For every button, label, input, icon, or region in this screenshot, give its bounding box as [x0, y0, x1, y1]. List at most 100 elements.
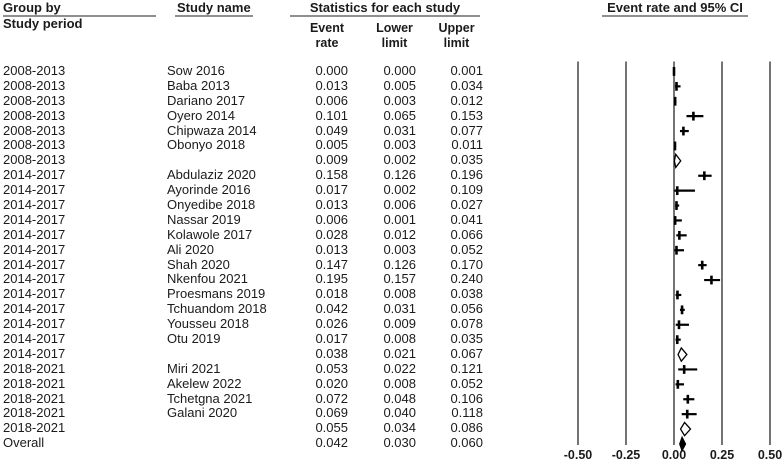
upper-limit-cell: 0.086 [450, 420, 483, 436]
event-rate-cell: 0.009 [315, 152, 348, 168]
group-cell: 2008-2013 [3, 78, 66, 93]
group-cell: 2014-2017 [3, 346, 66, 361]
upper-limit-cell: 0.118 [451, 405, 483, 421]
plot-title-underline [602, 14, 748, 17]
plot-title: Event rate and 95% CI [607, 0, 743, 15]
groupby-underline [3, 14, 156, 17]
subtotal-diamond [679, 421, 692, 437]
upper-limit-cell: 0.060 [450, 435, 483, 451]
study-name-cell: Oyero 2014 [167, 108, 235, 123]
event-rate-cell: 0.069 [315, 405, 348, 421]
table-row: 2008-2013 Dariano 2017 0.006 0.003 0.012 [0, 92, 486, 109]
table-row: 2008-2013 Baba 2013 0.013 0.005 0.034 [0, 77, 486, 94]
table-row: Overall 0.042 0.030 0.060 [0, 435, 486, 451]
table-row: 2014-2017 Abdulaziz 2020 0.158 0.126 0.196 [0, 167, 486, 183]
upper-limit-cell: 0.038 [450, 286, 483, 302]
upper-limit-cell: 0.011 [451, 137, 483, 153]
axis-tick-label: 0.00 [662, 448, 686, 462]
upper-limit-cell: 0.035 [450, 331, 483, 347]
lower-limit-cell: 0.000 [383, 63, 416, 78]
upper-limit-cell: 0.106 [450, 390, 483, 406]
axis-tick-label: -0.50 [564, 448, 593, 462]
group-cell: 2014-2017 [3, 168, 66, 183]
group-cell: 2018-2021 [3, 406, 66, 421]
lower-limit-cell: 0.008 [383, 286, 416, 302]
table-row: 2014-2017 Nkenfou 2021 0.195 0.157 0.240 [0, 272, 486, 287]
table-row: 2008-2013 Oyero 2014 0.101 0.065 0.153 [0, 107, 486, 124]
lower-limit-cell: 0.008 [383, 375, 416, 391]
upper-limit-cell: 0.041 [450, 211, 483, 227]
upper-limit-cell: 0.078 [450, 316, 483, 332]
group-cell: 2014-2017 [3, 183, 66, 198]
event-rate-cell: 0.013 [315, 197, 348, 213]
group-cell: 2018-2021 [3, 376, 66, 391]
statistics-underline [290, 14, 480, 17]
upper-limit-cell: 0.066 [450, 226, 483, 242]
event-rate-cell: 0.049 [315, 122, 348, 138]
lower-limit-cell: 0.126 [383, 256, 416, 272]
upper-limit-cell: 0.240 [450, 271, 483, 287]
table-row: 2014-2017 Ali 2020 0.013 0.003 0.052 [0, 241, 486, 258]
upper-limit-cell: 0.153 [450, 107, 483, 123]
event-rate-cell: 0.026 [315, 316, 348, 332]
event-rate-cell: 0.101 [315, 107, 348, 123]
study-name-cell: Kolawole 2017 [167, 227, 253, 242]
event-rate-cell: 0.013 [315, 77, 348, 93]
study-name-cell: Tchuandom 2018 [167, 302, 267, 317]
study-name-cell: Ali 2020 [167, 242, 214, 257]
event-rate-cell: 0.038 [315, 345, 348, 361]
statistics-header: Statistics for each study [309, 0, 461, 15]
event-rate-cell: 0.017 [315, 182, 348, 198]
overall-diamond [679, 435, 687, 453]
study-name-cell: Akelew 2022 [167, 376, 242, 391]
table-row: 2014-2017 Onyedibe 2018 0.013 0.006 0.027 [0, 197, 486, 213]
group-cell: 2014-2017 [3, 287, 66, 302]
upper-limit-cell: 0.121 [450, 360, 483, 376]
lower-limit-cell: 0.003 [383, 137, 416, 153]
lower-limit-cell: 0.031 [383, 301, 416, 317]
table-row: 2014-2017 Shah 2020 0.147 0.126 0.170 [0, 256, 486, 273]
group-cell: 2008-2013 [3, 108, 66, 123]
group-cell: 2008-2013 [3, 93, 66, 108]
study-name-cell: Sow 2016 [167, 64, 225, 78]
axis-tick-label: -0.25 [612, 448, 641, 462]
group-cell: 2018-2021 [3, 391, 66, 406]
group-cell: 2014-2017 [3, 332, 66, 347]
group-cell: 2008-2013 [3, 153, 66, 168]
axis-tick-label: 0.25 [710, 448, 734, 462]
study-name-cell: Ayorinde 2016 [167, 183, 251, 198]
table-row: 2018-2021 Galani 2020 0.069 0.040 0.118 [0, 406, 486, 421]
group-cell: Overall [3, 436, 45, 451]
event-rate-cell: 0.000 [315, 63, 348, 78]
study-name-cell: Shah 2020 [167, 257, 230, 272]
lower-limit-cell: 0.021 [383, 345, 416, 361]
table-row: 2008-2013 Obonyo 2018 0.005 0.003 0.011 [0, 138, 486, 153]
lower-limit-cell: 0.012 [383, 226, 416, 242]
group-cell: 2018-2021 [3, 421, 66, 436]
table-row: 2014-2017 Otu 2019 0.017 0.008 0.035 [0, 331, 486, 347]
lower-limit-cell: 0.030 [383, 435, 416, 451]
event-rate-cell: 0.005 [315, 137, 348, 153]
event-rate-cell: 0.013 [315, 241, 348, 257]
table-row: 2008-2013 Chipwaza 2014 0.049 0.031 0.077 [0, 122, 486, 139]
study-name-cell: Proesmans 2019 [167, 287, 266, 302]
event-rate-cell: 0.028 [315, 226, 348, 242]
group-cell: 2014-2017 [3, 227, 66, 242]
groupby-header: Group by [3, 0, 61, 15]
study-name-cell: Obonyo 2018 [167, 138, 246, 153]
lower-limit-cell: 0.006 [383, 197, 416, 213]
event-rate-cell: 0.055 [315, 420, 348, 436]
event-rate-column-header: Event rate [309, 21, 345, 50]
group-cell: 2014-2017 [3, 242, 66, 257]
group-cell: 2014-2017 [3, 257, 66, 272]
upper-limit-cell: 0.109 [450, 182, 483, 198]
lower-limit-cell: 0.003 [383, 92, 416, 108]
upper-limit-cell: 0.077 [450, 122, 483, 138]
event-rate-cell: 0.195 [315, 271, 348, 287]
lower-limit-cell: 0.002 [383, 182, 416, 198]
lower-limit-cell: 0.040 [383, 405, 416, 421]
group-cell: 2018-2021 [3, 361, 66, 376]
study-name-cell: Yousseu 2018 [167, 317, 249, 332]
lower-limit-cell: 0.022 [383, 360, 416, 376]
lower-limit-cell: 0.009 [383, 316, 416, 332]
